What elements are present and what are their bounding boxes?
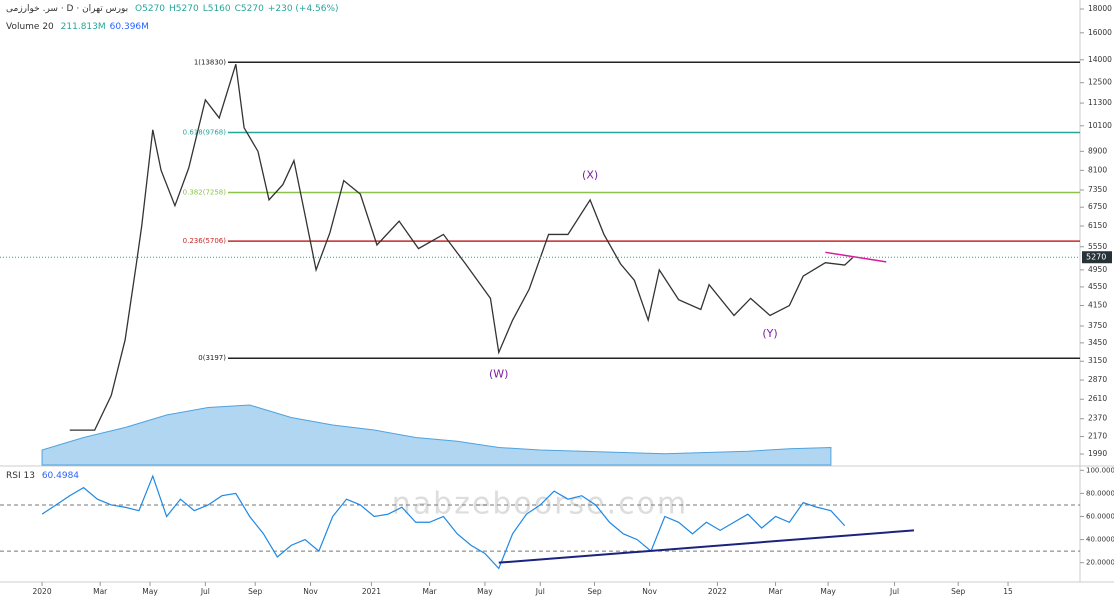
y-tick-label: 2370 — [1088, 414, 1107, 423]
x-tick-label: Jul — [535, 587, 545, 596]
wave-label: (W) — [489, 367, 508, 380]
x-tick-label: May — [477, 587, 493, 596]
x-tick-label: Nov — [303, 587, 318, 596]
volume-legend: Volume 20 211.813M 60.396M — [6, 22, 153, 32]
x-tick-label: Mar — [768, 587, 783, 596]
header: بورس تهران · D · سر. خوارزمی O5270 H5270 L… — [6, 4, 343, 14]
y-tick-label: 4150 — [1088, 301, 1107, 310]
x-tick-label: May — [142, 587, 158, 596]
x-tick-label: 2021 — [362, 587, 381, 596]
y-tick-label: 20.0000 — [1086, 559, 1114, 567]
ohlc: L5160 — [202, 4, 231, 14]
wave-label: (Y) — [762, 327, 777, 340]
y-tick-label: 8900 — [1088, 146, 1107, 155]
y-tick-label: 5550 — [1088, 242, 1107, 251]
x-tick-label: Sep — [587, 587, 601, 596]
fib-label: 1(13830) — [194, 58, 226, 66]
fib-label: 0.618(9768) — [183, 129, 227, 137]
y-tick-label: 4550 — [1088, 282, 1107, 291]
volume-area — [41, 404, 832, 466]
y-tick-label: 40.0000 — [1086, 536, 1114, 544]
y-tick-label: 2170 — [1088, 432, 1107, 441]
x-tick-label: 15 — [1003, 587, 1013, 596]
x-tick-label: Mar — [422, 587, 437, 596]
symbol-title: بورس تهران · D · سر. خوارزمی — [6, 4, 129, 14]
volume-value: 60.396M — [109, 22, 149, 32]
wave-label: (X) — [582, 168, 598, 181]
y-tick-label: 16000 — [1088, 28, 1112, 37]
y-tick-label: 11300 — [1088, 98, 1112, 107]
x-tick-label: Nov — [642, 587, 657, 596]
y-tick-label: 6150 — [1088, 221, 1107, 230]
fib-label: 0.236(5706) — [183, 237, 227, 245]
y-tick-label: 14000 — [1088, 55, 1112, 64]
y-tick-label: 2870 — [1088, 375, 1107, 384]
volume-value: 211.813M — [60, 22, 106, 32]
fib-label: 0(3197) — [198, 354, 226, 362]
last-price-box — [1082, 251, 1112, 264]
y-tick-label: 100.0000 — [1086, 466, 1114, 474]
y-tick-label: 6750 — [1088, 202, 1107, 211]
y-tick-label: 3150 — [1088, 356, 1107, 365]
x-tick-label: Jul — [200, 587, 210, 596]
x-tick-label: Sep — [248, 587, 262, 596]
x-tick-label: Jul — [889, 587, 899, 596]
y-tick-label: 1990 — [1088, 449, 1107, 458]
y-tick-label: 3750 — [1088, 321, 1107, 330]
y-tick-label: 10100 — [1088, 121, 1112, 130]
y-tick-label: 4950 — [1088, 265, 1107, 274]
y-tick-label: 7350 — [1088, 185, 1107, 194]
x-tick-label: May — [820, 587, 836, 596]
y-tick-label: 2610 — [1088, 394, 1107, 403]
price-line — [69, 63, 854, 431]
y-tick-label: 8100 — [1088, 165, 1107, 174]
y-tick-label: 60.0000 — [1086, 512, 1114, 520]
x-tick-label: 2022 — [708, 587, 727, 596]
rsi-value: 60.4984 — [41, 471, 80, 481]
ohlc: O5270 — [135, 4, 166, 14]
y-tick-label: 3450 — [1088, 338, 1107, 347]
rsi-trendline — [498, 529, 915, 564]
ohlc: C5270 — [234, 4, 264, 14]
y-tick-label: 80.0000 — [1086, 489, 1114, 497]
ohlc: H5270 — [169, 4, 199, 14]
y-tick-label: 18000 — [1088, 4, 1112, 13]
ohlc: +230 (+4.56%) — [267, 4, 339, 14]
rsi-line — [41, 474, 846, 570]
x-tick-label: Sep — [951, 587, 965, 596]
volume-label: Volume 20 — [6, 22, 54, 32]
y-tick-label: 12500 — [1088, 78, 1112, 87]
watermark: nabzeboorse.com — [392, 487, 688, 522]
rsi-label: RSI 13 — [6, 471, 35, 481]
rsi-legend: RSI 13 60.4984 — [6, 471, 83, 481]
last-price-label: 5270 — [1086, 253, 1106, 262]
x-tick-label: 2020 — [33, 587, 52, 596]
fib-label: 0.382(7258) — [183, 189, 227, 197]
x-tick-label: Mar — [93, 587, 108, 596]
